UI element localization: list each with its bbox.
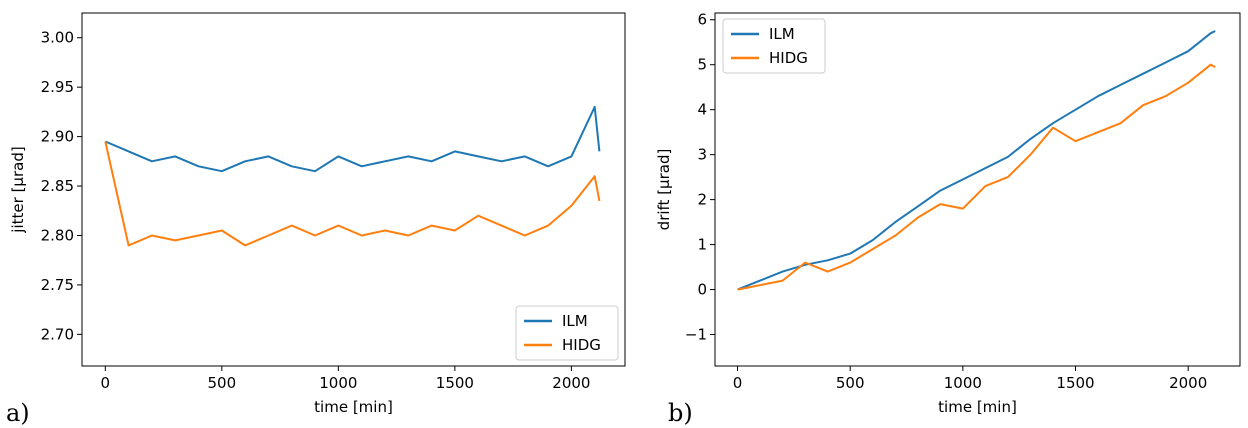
legend-label-hidg: HIDG bbox=[562, 336, 601, 354]
panel-a-jitter-chart: 0 500 1000 1500 2000 2.70 2.75 2.80 2.85 2.90 2.95… bbox=[6, 12, 626, 427]
legend-label-ilm: ILM bbox=[562, 312, 588, 330]
series-line-hidg bbox=[104, 141, 601, 247]
y-tick-label: −1 bbox=[685, 326, 707, 344]
x-tick-label: 2000 bbox=[1169, 374, 1207, 392]
x-axis-title: time [min] bbox=[314, 398, 393, 416]
panel-label: b) bbox=[668, 399, 693, 427]
plot-frame bbox=[714, 12, 1241, 367]
x-tick-label: 1500 bbox=[436, 374, 474, 392]
series-line-ilm bbox=[104, 105, 601, 173]
legend: ILM HIDG bbox=[515, 305, 619, 361]
y-tick-label: 1 bbox=[697, 236, 707, 254]
y-tick-label: 3 bbox=[697, 146, 707, 164]
plot-frame bbox=[81, 12, 626, 367]
legend-box bbox=[722, 18, 826, 74]
y-tick-label: 2.80 bbox=[41, 226, 74, 244]
x-tick-label: 500 bbox=[208, 374, 237, 392]
y-tick-label: 2.90 bbox=[41, 128, 74, 146]
y-tick-label: 2.75 bbox=[41, 276, 74, 294]
legend: ILM HIDG bbox=[722, 18, 826, 74]
tick-labels: 0 500 1000 1500 2000 2.70 2.75 2.80 2.85 2.90 2.95… bbox=[41, 29, 591, 392]
x-tick-label: 1500 bbox=[1056, 374, 1094, 392]
y-tick-label: 2.70 bbox=[41, 325, 74, 343]
x-tick-label: 0 bbox=[101, 374, 111, 392]
legend-box bbox=[515, 305, 619, 361]
x-tick-label: 500 bbox=[836, 374, 865, 392]
tick-marks bbox=[77, 37, 572, 371]
series-lines bbox=[737, 30, 1216, 291]
x-tick-label: 1000 bbox=[944, 374, 982, 392]
y-tick-label: 4 bbox=[697, 101, 707, 119]
y-tick-label: 5 bbox=[697, 56, 707, 74]
x-axis-title: time [min] bbox=[938, 398, 1017, 416]
legend-label-ilm: ILM bbox=[769, 25, 795, 43]
y-tick-label: 2.95 bbox=[41, 78, 74, 96]
y-tick-label: 3.00 bbox=[41, 29, 74, 47]
series-lines bbox=[104, 105, 601, 247]
y-axis-title: jitter [μrad] bbox=[9, 146, 27, 233]
tick-labels: 0 500 1000 1500 2000 −1 0 1 2 3 4 5 6 bbox=[685, 11, 1207, 392]
y-tick-label: 2 bbox=[697, 191, 707, 209]
y-tick-label: 0 bbox=[697, 281, 707, 299]
x-tick-label: 1000 bbox=[319, 374, 357, 392]
y-tick-label: 6 bbox=[697, 11, 707, 29]
x-tick-label: 0 bbox=[733, 374, 743, 392]
series-line-hidg bbox=[737, 63, 1216, 291]
y-axis-title: drift [μrad] bbox=[655, 149, 673, 231]
legend-label-hidg: HIDG bbox=[769, 49, 808, 67]
series-line-ilm bbox=[737, 30, 1216, 291]
panel-b-drift-chart: 0 500 1000 1500 2000 −1 0 1 2 3 4 5 6 time [min] dri… bbox=[655, 11, 1241, 427]
y-tick-label: 2.85 bbox=[41, 177, 74, 195]
tick-marks bbox=[710, 19, 1189, 371]
panel-label: a) bbox=[6, 399, 30, 427]
x-tick-label: 2000 bbox=[552, 374, 590, 392]
